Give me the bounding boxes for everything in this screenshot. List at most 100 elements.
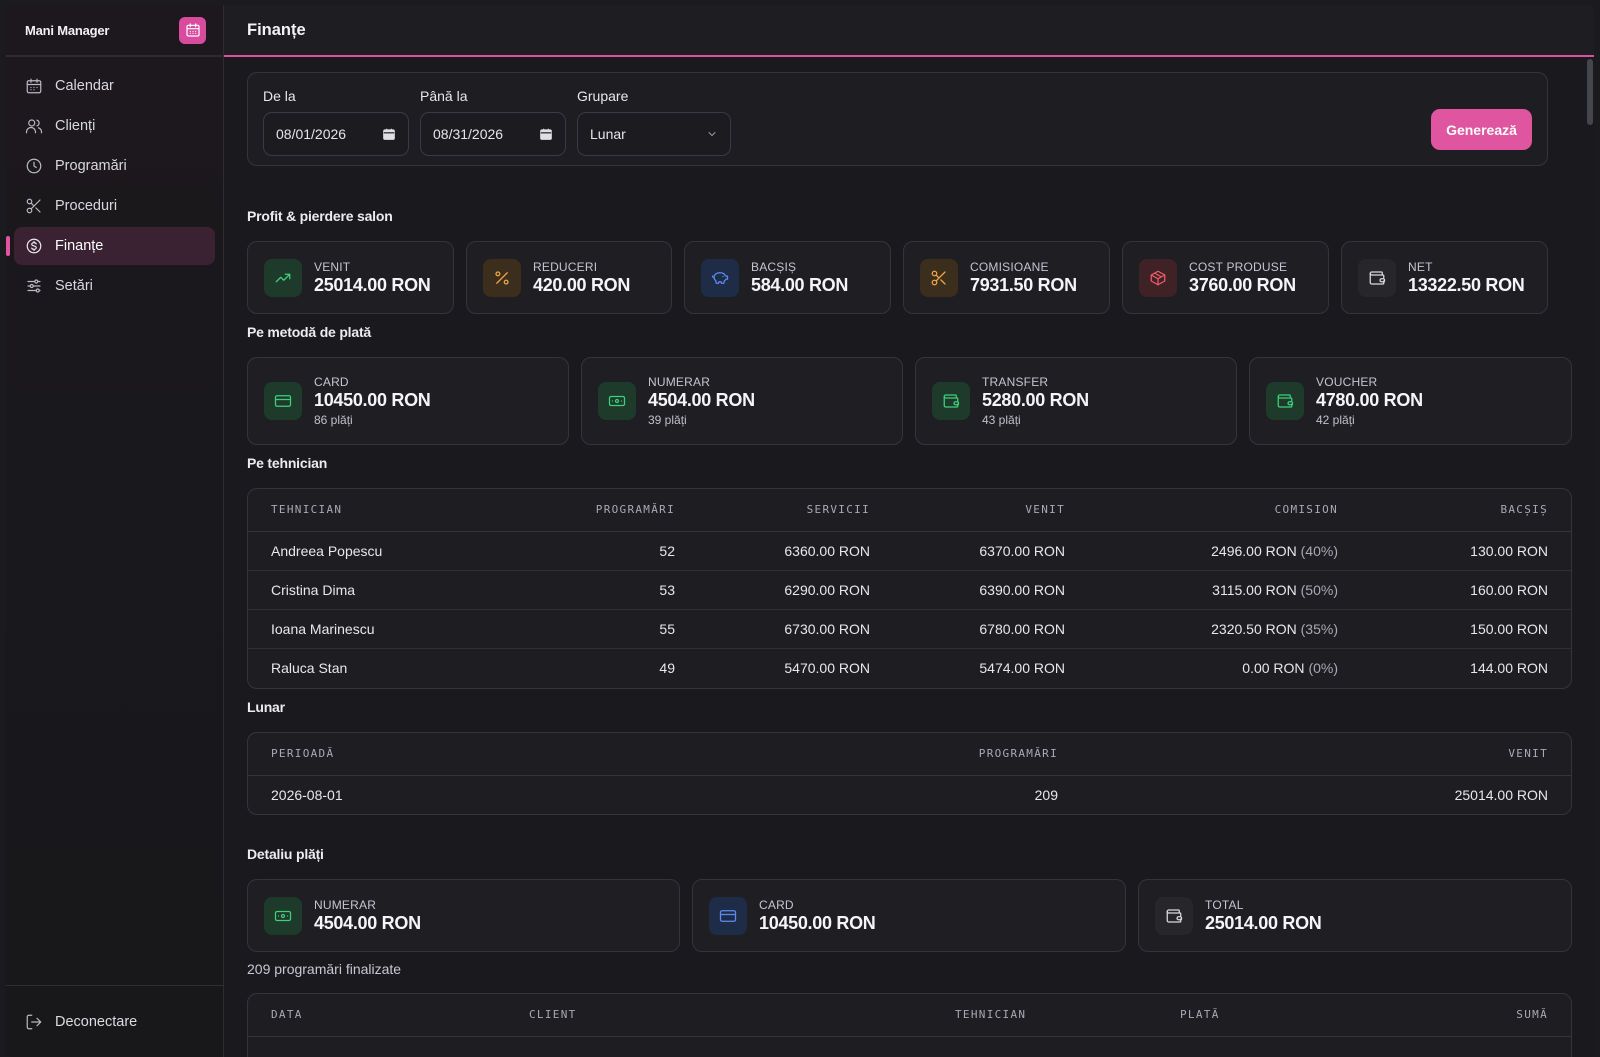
- technicians-table-panel: TEHNICIAN PROGRAMĂRI SERVICII VENIT COMI…: [247, 488, 1572, 689]
- card-label: CARD: [314, 375, 349, 389]
- col-header[interactable]: TEHNICIAN: [932, 994, 1157, 1037]
- tech-revenue: 5474.00 RON: [979, 659, 1065, 676]
- sidebar-item-finante[interactable]: Finanțe: [6, 227, 215, 265]
- wallet-icon: [1277, 394, 1294, 408]
- monthly-table: PERIOADĂ PROGRAMĂRI VENIT 2026-08-01 209…: [248, 733, 1571, 814]
- card-value: 25014.00 RON: [1205, 912, 1322, 933]
- tech-commission: 2496.00 RON (40%): [1088, 531, 1361, 571]
- card-value: 7931.50 RON: [970, 274, 1077, 295]
- col-header[interactable]: PERIOADĂ: [248, 733, 781, 776]
- from-date-input[interactable]: 08/01/2026: [263, 112, 409, 156]
- to-date-input[interactable]: 08/31/2026: [420, 112, 566, 156]
- table-row[interactable]: Andreea Popescu 52 6360.00 RON 6370.00 R…: [248, 531, 1571, 571]
- tech-appointments: 55: [508, 609, 698, 649]
- logout-button[interactable]: Deconectare: [6, 985, 223, 1057]
- table-row[interactable]: Ioana Marinescu 55 6730.00 RON 6780.00 R…: [248, 609, 1571, 649]
- col-header[interactable]: DATA: [248, 994, 506, 1037]
- tech-appointments: 52: [508, 531, 698, 571]
- payment-methods-title: Pe metodă de plată: [247, 324, 371, 340]
- table-row[interactable]: Raluca Stan 49 5470.00 RON 5474.00 RON 0…: [248, 648, 1571, 687]
- col-header[interactable]: SUMĂ: [1407, 994, 1571, 1037]
- group-select[interactable]: Lunar: [577, 112, 731, 156]
- col-header[interactable]: PROGRAMĂRI: [781, 733, 1081, 776]
- commission-value: 2496.00 RON: [1211, 542, 1297, 559]
- commission-value: 2320.50 RON: [1211, 620, 1297, 637]
- tech-commission: 2320.50 RON (35%): [1088, 609, 1361, 649]
- tech-commission: 3115.00 RON (50%): [1088, 570, 1361, 610]
- pnl-card-cost-produse: COST PRODUSE 3760.00 RON: [1122, 241, 1329, 314]
- package-icon: [1150, 270, 1166, 285]
- calendar-picker-icon[interactable]: [382, 127, 396, 141]
- sidebar-item-label: Clienți: [55, 118, 96, 134]
- finance-content: De la 08/01/2026 Până la 08/31/2026 Grup…: [247, 72, 1572, 1057]
- card-sub: 39 plăți: [648, 413, 687, 427]
- wallet-icon: [943, 394, 960, 408]
- monthly-table-panel: PERIOADĂ PROGRAMĂRI VENIT 2026-08-01 209…: [247, 732, 1572, 815]
- sidebar-item-setari[interactable]: Setări: [14, 267, 215, 305]
- scissors-icon: [26, 198, 41, 214]
- pnl-section-title: Profit & pierdere salon: [247, 208, 393, 224]
- completed-count: 209 programări finalizate: [247, 961, 402, 977]
- card-sub: 86 plăți: [314, 413, 353, 427]
- tech-name: Andreea Popescu: [248, 531, 508, 571]
- tech-name: Ioana Marinescu: [248, 609, 508, 649]
- card-label: VENIT: [314, 259, 351, 274]
- sidebar-item-label: Finanțe: [55, 238, 104, 254]
- sidebar-item-label: Programări: [55, 158, 127, 174]
- col-header[interactable]: CLIENT: [506, 994, 932, 1037]
- col-header[interactable]: COMISION: [1088, 489, 1361, 532]
- sidebar-item-calendar[interactable]: Calendar: [14, 67, 215, 105]
- to-date-value: 08/31/2026: [433, 126, 504, 142]
- tech-tips: 130.00 RON: [1361, 531, 1571, 571]
- card-label: VOUCHER: [1316, 375, 1378, 389]
- payment-detail-table-panel: DATA CLIENT TEHNICIAN PLATĂ SUMĂ: [247, 993, 1572, 1057]
- col-header[interactable]: PROGRAMĂRI: [508, 489, 698, 532]
- tech-appointments: 49: [659, 659, 675, 676]
- col-header[interactable]: TEHNICIAN: [248, 489, 508, 532]
- period-revenue: 25014.00 RON: [1454, 786, 1548, 803]
- card-label: NET: [1408, 259, 1433, 274]
- credit-card-icon: [274, 395, 292, 407]
- col-header[interactable]: SERVICII: [698, 489, 893, 532]
- dollar-icon: [26, 238, 42, 254]
- payment-card-voucher: VOUCHER 4780.00 RON 42 plăți: [1249, 357, 1572, 445]
- detail-card-total: TOTAL 25014.00 RON: [1138, 879, 1572, 952]
- col-header[interactable]: VENIT: [1081, 733, 1571, 776]
- page-title: Finanțe: [224, 5, 1594, 57]
- detail-card-card: CARD 10450.00 RON: [692, 879, 1126, 952]
- trending-up-icon: [275, 273, 291, 282]
- payment-card-transfer: TRANSFER 5280.00 RON 43 plăți: [915, 357, 1237, 445]
- card-sub: 42 plăți: [1316, 413, 1355, 427]
- sidebar-item-clienti[interactable]: Clienți: [14, 107, 215, 145]
- commission-pct: (50%): [1300, 581, 1338, 598]
- calendar-picker-icon[interactable]: [539, 127, 553, 141]
- commission-value: 0.00 RON: [1242, 659, 1305, 676]
- technicians-table: TEHNICIAN PROGRAMĂRI SERVICII VENIT COMI…: [248, 489, 1571, 687]
- sidebar-item-proceduri[interactable]: Proceduri: [14, 187, 215, 225]
- card-label: COMISIOANE: [970, 259, 1049, 274]
- sidebar-item-programari[interactable]: Programări: [14, 147, 215, 185]
- generate-button[interactable]: Generează: [1431, 109, 1532, 150]
- period-appointments: 209: [1034, 786, 1058, 803]
- table-row[interactable]: 2026-08-01 209 25014.00 RON: [248, 775, 1571, 814]
- sliders-icon: [27, 279, 41, 293]
- calendar-logo-icon[interactable]: [179, 16, 206, 44]
- technicians-title: Pe tehnician: [247, 455, 328, 471]
- table-row[interactable]: Cristina Dima 53 6290.00 RON 6390.00 RON…: [248, 570, 1571, 610]
- tech-services: 5470.00 RON: [784, 659, 870, 676]
- tech-appointments: 53: [508, 570, 698, 610]
- credit-card-icon: [719, 909, 737, 922]
- col-header[interactable]: VENIT: [893, 489, 1088, 532]
- wallet-icon: [1369, 270, 1386, 285]
- tech-tips: 144.00 RON: [1470, 659, 1548, 676]
- card-value: 3760.00 RON: [1189, 274, 1296, 295]
- card-label: NUMERAR: [648, 375, 711, 389]
- col-header[interactable]: BACȘIȘ: [1361, 489, 1571, 532]
- group-label: Grupare: [577, 88, 629, 104]
- clock-icon: [26, 158, 42, 174]
- card-label: COST PRODUSE: [1189, 259, 1288, 274]
- col-header[interactable]: PLATĂ: [1157, 994, 1407, 1037]
- scrollbar[interactable]: [1587, 59, 1593, 125]
- table-header-row: PERIOADĂ PROGRAMĂRI VENIT: [248, 733, 1571, 776]
- tech-tips: 150.00 RON: [1361, 609, 1571, 649]
